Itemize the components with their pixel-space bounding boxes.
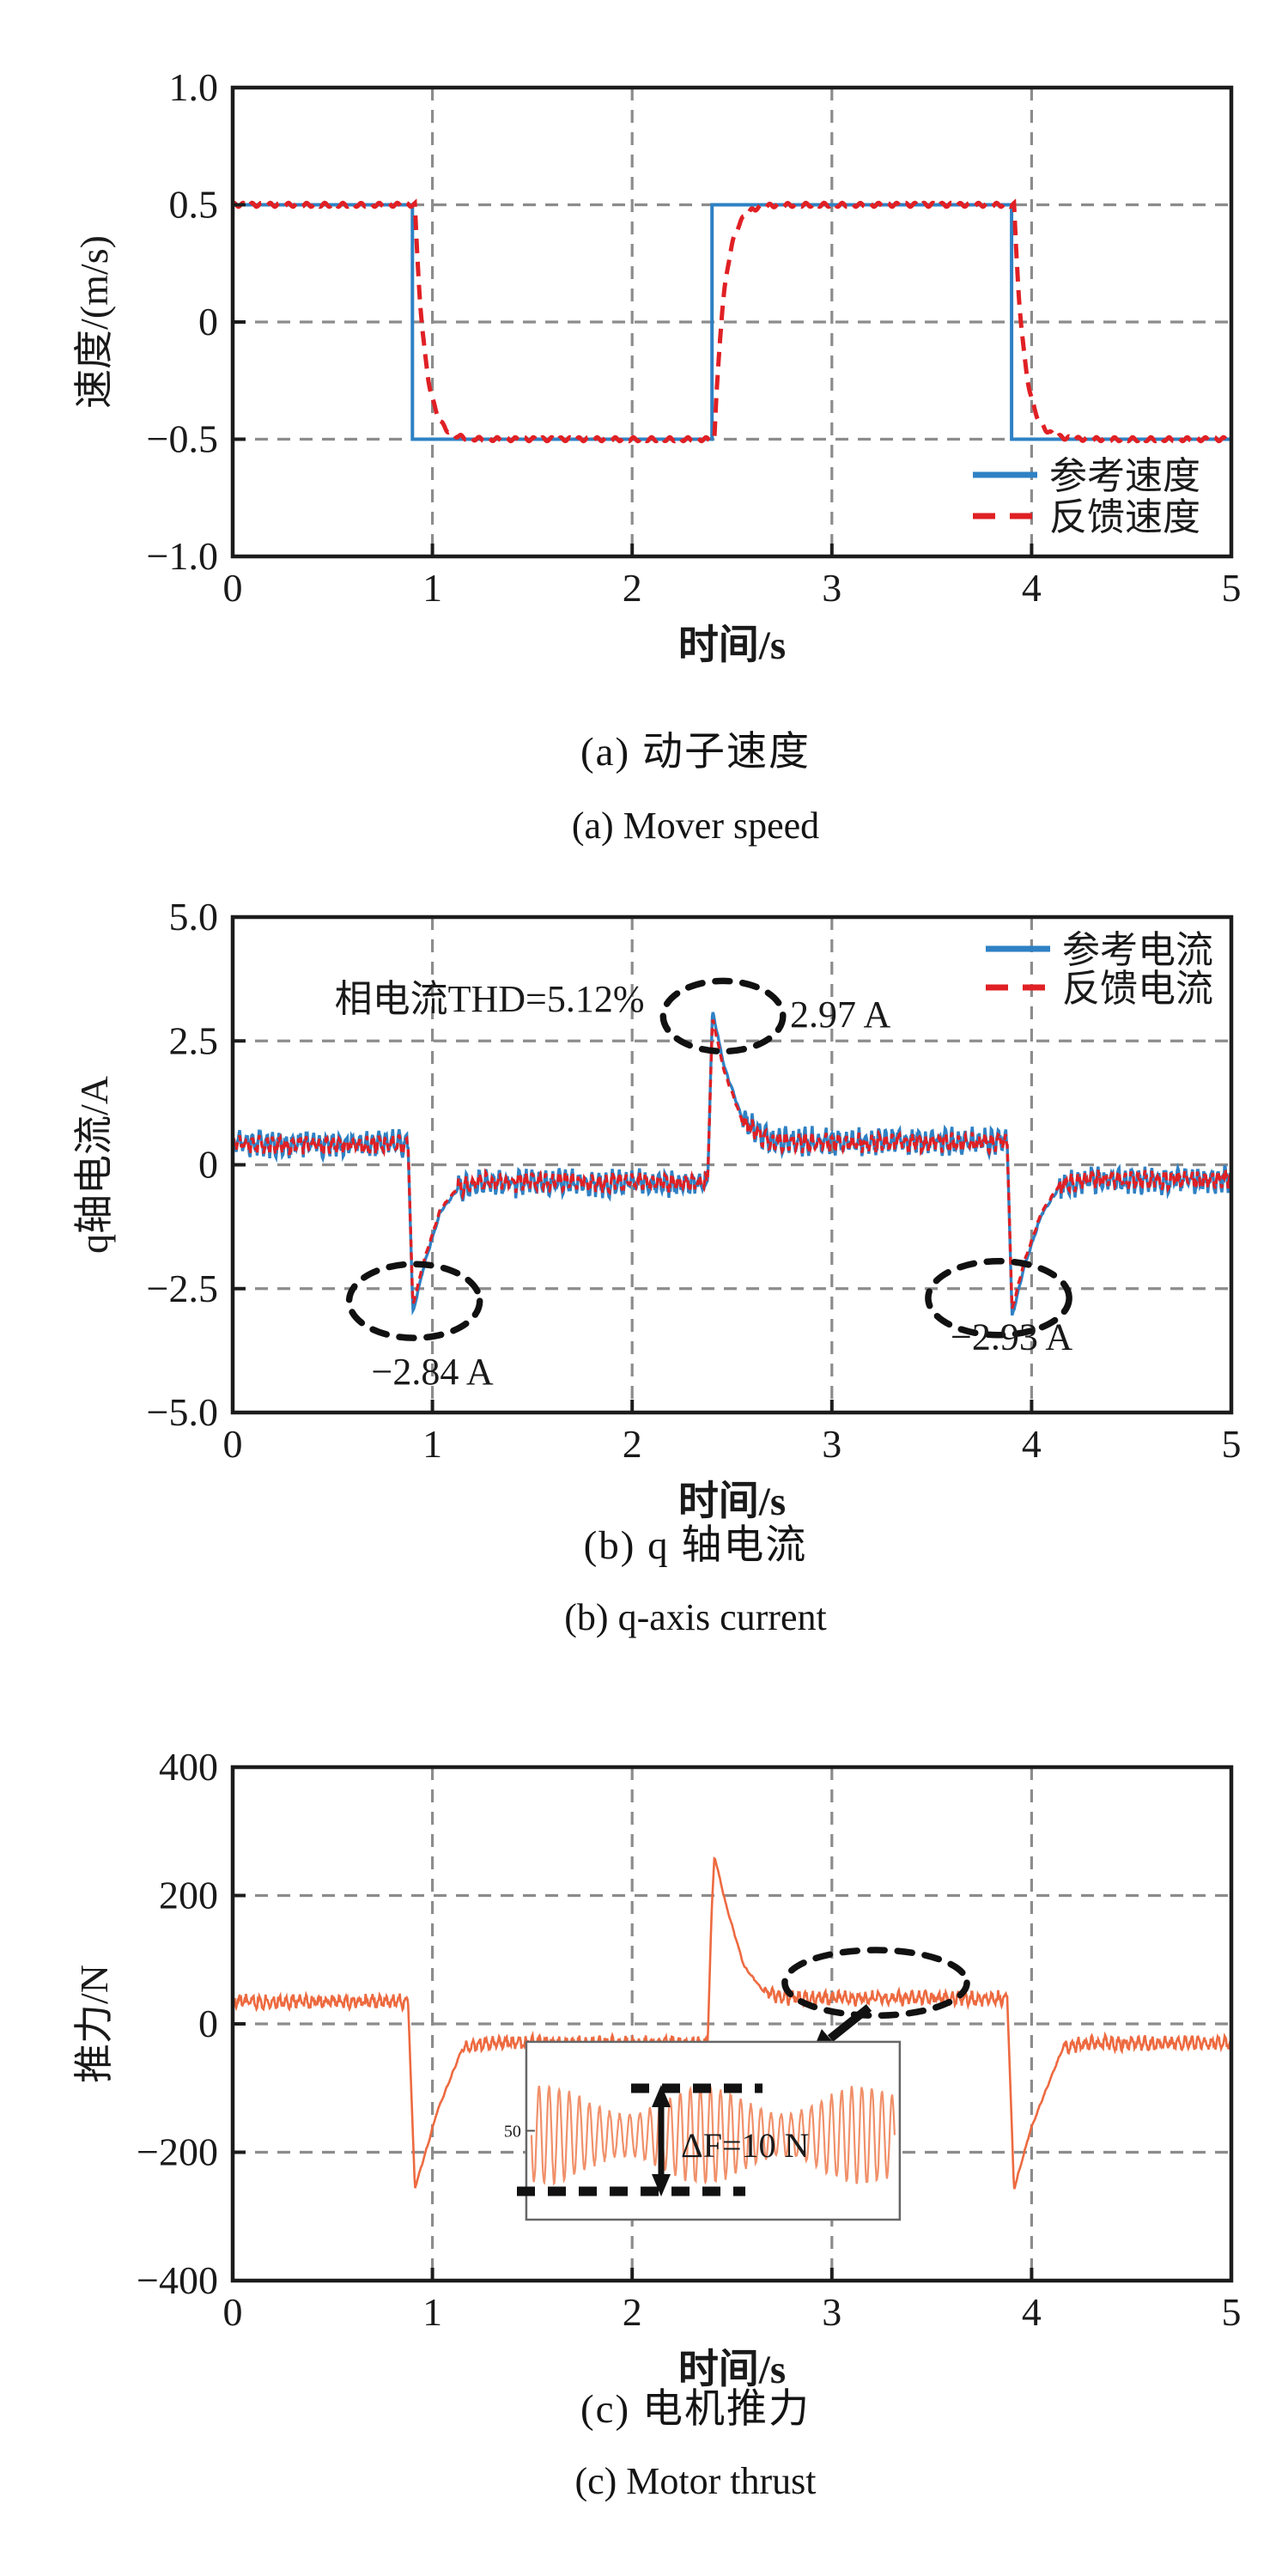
y-tick-label: −5.0 xyxy=(147,1390,218,1434)
caption-c-zh: (c) 电机推力 xyxy=(580,2387,811,2432)
thrust-ripple-inset: 50 ΔF=10 N xyxy=(504,2004,902,2221)
reference-current-line xyxy=(231,1012,1233,1316)
x-axis-label: 时间/s xyxy=(678,1479,786,1524)
annotations: 相电流THD=5.12% −2.84 A 2.97 A −2.93 A xyxy=(335,977,1072,1393)
y-tick-label: 5.0 xyxy=(169,895,219,939)
y-axis-label: q轴电流/A xyxy=(72,1076,116,1254)
y-tick-label: 0.5 xyxy=(169,183,219,227)
axis-ticks xyxy=(231,915,1233,1414)
y-axis-label: 推力/N xyxy=(72,1965,116,2083)
highlight-ellipse xyxy=(345,1261,483,1341)
y-tick-label: 1.0 xyxy=(169,65,219,109)
annotation-text: 相电流THD=5.12% xyxy=(335,978,645,1020)
x-tick-label: 1 xyxy=(422,566,442,610)
series-group xyxy=(231,198,1233,444)
x-axis-label: 时间/s xyxy=(678,623,786,668)
highlight-ellipse xyxy=(659,977,787,1055)
highlight-ellipse xyxy=(781,1947,970,2020)
chart-a: 1.00.50−0.5−1.00 1 2 3 4 5速度/(m/s)时间/s参考速度反馈速… xyxy=(72,65,1242,668)
delta-arrow-down-icon xyxy=(652,2174,671,2196)
caption-a-en: (a) Mover speed xyxy=(571,805,820,847)
y-tick-label: 0 xyxy=(198,300,218,343)
legend-label: 反馈电流 xyxy=(1062,968,1213,1010)
x-tick-label: 3 xyxy=(822,566,841,610)
x-tick-label: 5 xyxy=(1222,1422,1242,1466)
y-tick-label: −0.5 xyxy=(147,417,218,461)
chart-b: 5.02.50−2.5−5.00 1 2 3 4 5q轴电流/A时间/s参考电流反馈电流相… xyxy=(72,895,1242,1524)
x-tick-label: 4 xyxy=(1022,2290,1042,2334)
y-tick-label: 0 xyxy=(198,2002,218,2045)
y-tick-label: −2.5 xyxy=(147,1267,218,1310)
x-tick-label: 2 xyxy=(623,566,642,610)
legend-label: 参考电流 xyxy=(1062,929,1213,971)
annotation-text: −2.84 A xyxy=(372,1351,494,1393)
x-tick-label: 3 xyxy=(822,2290,841,2334)
legend-label: 参考速度 xyxy=(1049,455,1200,497)
x-tick-label: 0 xyxy=(223,2290,243,2334)
x-tick-label: 0 xyxy=(223,1422,243,1466)
caption-c-en: (c) Motor thrust xyxy=(574,2460,817,2502)
x-tick-label: 0 xyxy=(223,566,243,610)
feedback-current-line xyxy=(231,1019,1233,1309)
delta-f-label: ΔF=10 N xyxy=(681,2126,809,2165)
axis-ticks xyxy=(231,86,1233,558)
annotations xyxy=(781,1947,970,2020)
y-axis-label: 速度/(m/s) xyxy=(72,235,116,409)
inset-y-tick-label: 50 xyxy=(504,2122,521,2141)
series-group xyxy=(232,1856,1232,2190)
thrust-line xyxy=(232,1856,1232,2190)
x-tick-label: 4 xyxy=(1022,566,1042,610)
y-tick-label: −200 xyxy=(137,2130,218,2174)
x-tick-label: 1 xyxy=(422,1422,442,1466)
y-tick-label: −400 xyxy=(137,2258,218,2302)
axis-ticks xyxy=(231,1765,1233,2282)
x-tick-label: 4 xyxy=(1022,1422,1042,1466)
caption-b-zh: (b) q 轴电流 xyxy=(583,1523,808,1568)
arrow-line xyxy=(827,2004,872,2042)
y-tick-label: −1.0 xyxy=(147,534,218,578)
feedback-speed-line xyxy=(231,198,1233,444)
annotation-text: −2.93 A xyxy=(951,1316,1072,1358)
x-tick-label: 3 xyxy=(822,1422,841,1466)
y-tick-label: 0 xyxy=(198,1143,218,1187)
y-tick-label: 400 xyxy=(159,1745,218,1789)
inset-waveform xyxy=(530,2084,896,2186)
x-tick-label: 2 xyxy=(623,2290,642,2334)
x-tick-label: 1 xyxy=(422,2290,442,2334)
x-tick-label: 2 xyxy=(623,1422,642,1466)
series-group xyxy=(231,1012,1233,1316)
reference-speed-line xyxy=(233,203,1231,441)
delta-arrow-up-icon xyxy=(652,2085,671,2107)
caption-a-zh: (a) 动子速度 xyxy=(580,730,811,775)
y-tick-label: 2.5 xyxy=(169,1018,219,1062)
highlight-ellipse xyxy=(925,1257,1072,1339)
x-axis-label: 时间/s xyxy=(678,2348,786,2392)
x-tick-label: 5 xyxy=(1222,2290,1242,2334)
y-tick-label: 200 xyxy=(159,1874,218,1917)
x-tick-label: 5 xyxy=(1222,566,1242,610)
legend-label: 反馈速度 xyxy=(1049,496,1200,538)
annotation-text: 2.97 A xyxy=(790,993,891,1036)
caption-b-en: (b) q-axis current xyxy=(564,1596,827,1638)
